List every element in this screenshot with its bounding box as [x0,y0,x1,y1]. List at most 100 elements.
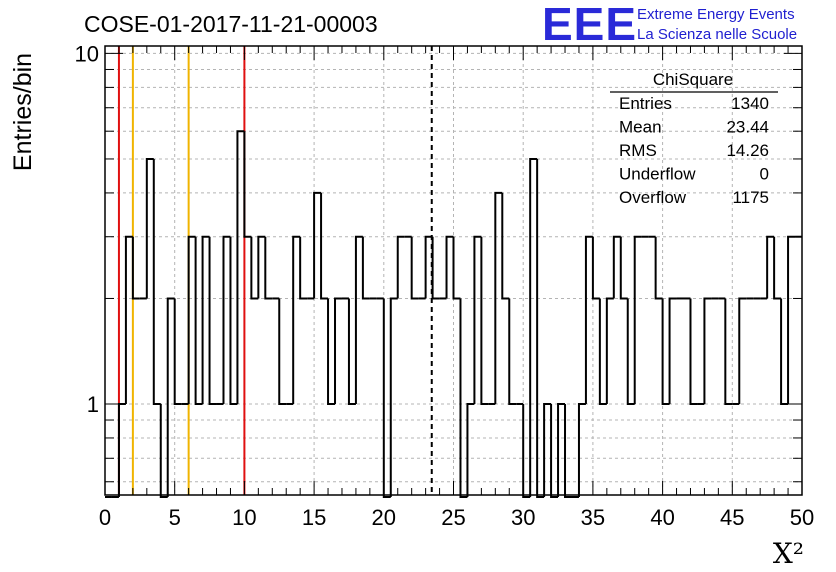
y-axis-label: Entries/bin [9,53,37,171]
histogram-bin [424,235,433,299]
histogram-bin [787,235,796,404]
stats-value: 23.44 [726,118,769,137]
y-tick-label: 10 [75,41,99,66]
histogram-bin [564,403,572,498]
histogram-bin [626,298,635,405]
reference-lines [117,46,433,495]
histogram-bin [243,131,252,238]
logo-line-1: Extreme Energy Events [637,6,795,23]
histogram-bin [773,236,782,300]
histogram-bin [410,236,419,300]
histogram-bin [522,403,531,498]
x-axis-label: X² [773,537,804,570]
histogram-bin [320,192,329,300]
histogram-bin [689,298,698,405]
histogram-bin [654,236,663,300]
stats-value: 14.26 [726,141,769,160]
histogram-bin [633,235,642,404]
stats-value: 1175 [732,188,769,207]
histogram-bin [187,235,196,404]
histogram-bin [131,236,140,300]
x-tick-label: 0 [99,505,111,530]
histogram-bin [584,235,593,404]
histogram-bin [166,297,175,497]
stats-label: Entries [619,94,672,113]
x-tick-label: 10 [232,505,256,530]
histogram-bin [292,235,301,404]
histogram-bin [668,297,677,404]
histogram-bin [250,236,259,300]
histogram-bin [724,298,733,405]
stats-rows: Entries 1340 Mean 23.44 RMS 14.26 Underflow 0 Ov… [619,94,769,207]
histogram-bin [361,236,370,300]
stats-label: Mean [619,118,662,137]
histogram-bin [152,158,161,405]
histogram-bin [494,191,503,404]
histogram-bin [612,235,621,299]
histogram-bin [257,235,266,299]
x-tick-label: 30 [511,505,535,530]
histogram-bin [550,403,559,498]
histogram-bin [124,235,133,404]
histogram-bin [738,297,747,404]
histogram-bin [278,298,287,405]
histogram-bin [619,236,628,300]
histogram-bin [229,236,238,405]
x-tick-label: 35 [581,505,605,530]
stats-value: 0 [760,165,769,184]
histogram-bin [347,298,356,405]
histogram-bin [173,298,182,405]
y-axis-ticks: 1 10 [75,41,802,483]
histogram-bin [780,298,789,405]
stats-label: Underflow [619,165,696,184]
histogram-bin [334,297,342,404]
histogram-bin [389,297,398,497]
histogram-bin [661,298,670,405]
histogram-bin [382,298,391,498]
x-tick-label: 20 [372,505,396,530]
histogram-bin [473,235,482,404]
stats-name: ChiSquare [653,70,733,89]
histogram-bin [452,236,461,300]
stats-label: RMS [619,141,657,160]
eee-logo: EEE Extreme Energy Events La Scienza nel… [542,0,797,50]
histogram-bin [445,235,454,299]
x-tick-label: 40 [650,505,674,530]
histogram-bin [327,298,336,405]
stats-box: ChiSquare Entries 1340 Mean 23.44 RMS 14.26 Un… [610,70,778,207]
histogram-bin [354,235,363,404]
histogram-bin [501,192,510,300]
x-axis-ticks: 0 5 10 15 20 25 30 35 40 45 50 [99,46,814,530]
histogram-bin [508,298,517,405]
histogram-bin [194,236,203,405]
histogram-bin [529,157,538,497]
histogram-bin [591,236,600,300]
histogram-bin [159,403,168,498]
histogram-bin [236,130,245,404]
histogram-bin [577,402,586,497]
histogram-bin [396,235,405,299]
histogram-bin [466,402,475,497]
histogram-bin [459,298,468,498]
histogram-bin [605,297,614,404]
logo-line-2: La Scienza nelle Scuole [637,26,797,43]
histogram-bin [117,402,126,497]
x-tick-label: 25 [441,505,465,530]
histogram-bars [105,130,802,498]
x-tick-label: 5 [169,505,181,530]
stats-value: 1340 [731,94,769,113]
histogram-bin [201,235,210,404]
histogram-bin [536,158,545,498]
histogram-bin [313,191,322,299]
histogram-bin [431,236,440,300]
logo-mark: EEE [542,0,637,50]
run-title: COSE-01-2017-11-21-00003 [84,11,378,37]
histogram-bin [299,236,308,300]
x-tick-label: 50 [790,505,814,530]
histogram-bin [703,297,712,404]
histogram-bin [480,236,489,405]
histogram-bin [598,298,607,405]
histogram-bin [145,157,154,299]
y-tick-label: 1 [87,392,99,417]
